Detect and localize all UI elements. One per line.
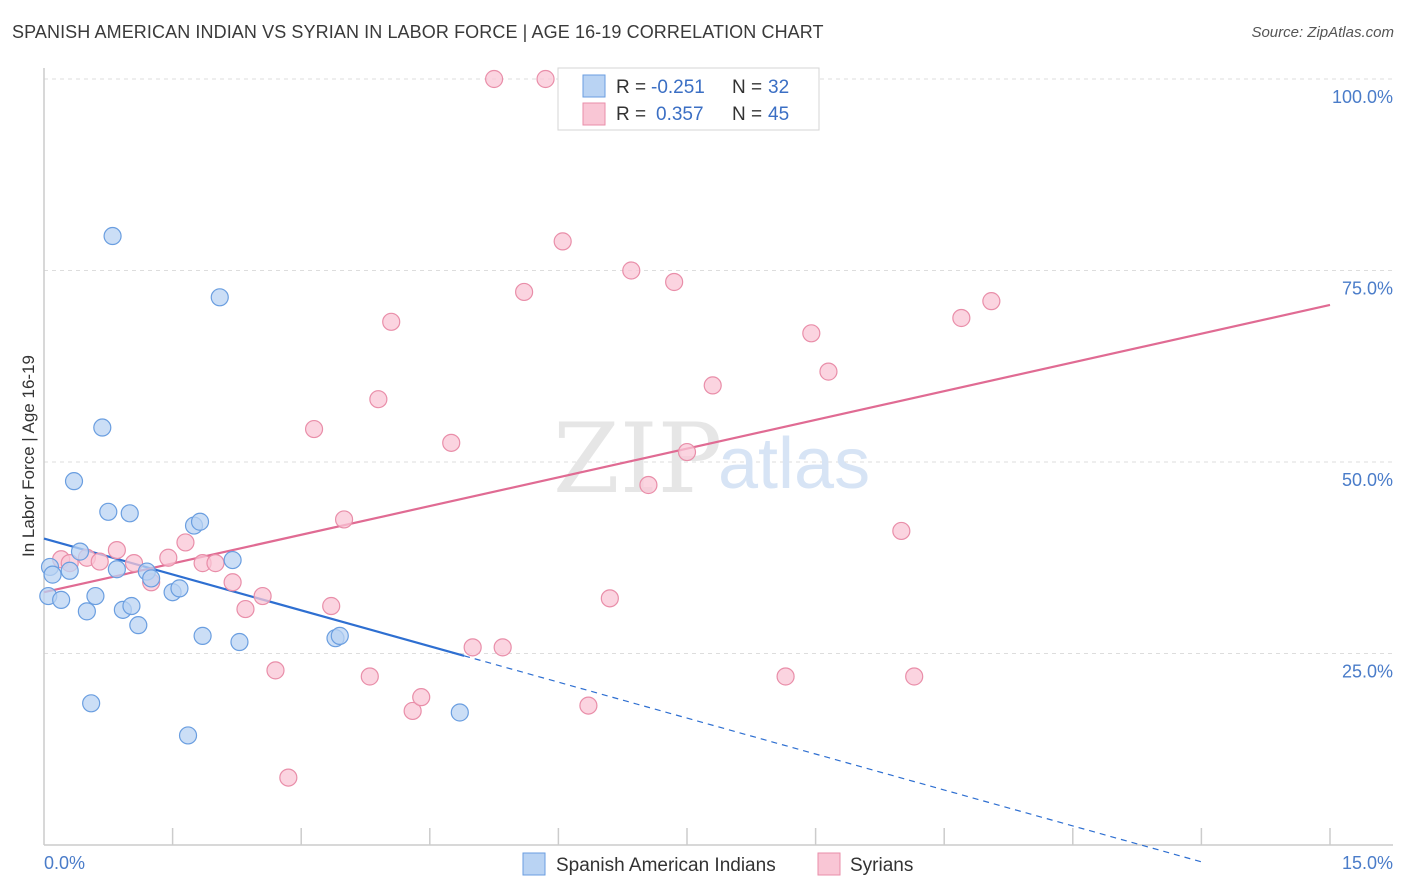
legend-n-value-2: 45	[768, 104, 789, 125]
point-spanish-american-indians-11	[99, 502, 118, 521]
point-spanish-american-indians-2	[43, 565, 62, 584]
x-axis-ticks	[171, 828, 1331, 845]
point-spanish-american-indians-9	[86, 586, 105, 606]
point-syrians-44	[982, 292, 1001, 311]
point-syrians-33	[622, 261, 641, 280]
y-tick-label-100: 100.0%	[1332, 87, 1393, 107]
point-spanish-american-indians-10	[93, 418, 112, 437]
legend-swatch-pink	[582, 102, 606, 126]
point-syrians-40	[819, 362, 838, 381]
legend-swatch-blue	[582, 74, 606, 98]
legend-n-value-1: 32	[768, 77, 789, 98]
legend-r-value-1: -0.251	[651, 77, 705, 98]
chart-title: SPANISH AMERICAN INDIAN VS SYRIAN IN LAB…	[12, 22, 824, 42]
point-syrians-37	[703, 376, 722, 395]
point-syrians-41	[892, 521, 911, 541]
x-tick-label-max: 15.0%	[1342, 853, 1393, 873]
point-syrians-30	[553, 232, 572, 251]
point-syrians-31	[579, 696, 598, 715]
series-legend-label-2: Syrians	[850, 855, 913, 876]
point-syrians-36	[677, 442, 697, 462]
point-syrians-11	[223, 573, 242, 592]
y-axis-label: In Labor Force | Age 16-19	[19, 355, 38, 557]
source-label: Source: ZipAtlas.com	[1251, 24, 1394, 41]
point-spanish-american-indians-25	[193, 626, 212, 645]
point-spanish-american-indians-21	[170, 579, 189, 598]
point-spanish-american-indians-4	[60, 561, 79, 580]
point-spanish-american-indians-17	[129, 616, 148, 635]
series-legend-swatch-pink	[817, 852, 841, 876]
point-syrians-39	[802, 324, 821, 343]
legend-n-label-1: N =	[732, 77, 762, 98]
point-syrians-16	[304, 419, 324, 439]
point-syrians-20	[369, 390, 388, 409]
point-spanish-american-indians-16	[122, 596, 141, 616]
legend-r-label-2: R =	[616, 104, 646, 125]
legend-r-label-1: R =	[616, 77, 646, 98]
point-syrians-13	[253, 586, 272, 606]
watermark-atlas: atlas	[718, 424, 870, 504]
point-spanish-american-indians-13	[107, 560, 126, 579]
point-syrians-19	[360, 667, 379, 686]
point-syrians-12	[236, 599, 255, 619]
point-syrians-27	[493, 638, 512, 657]
point-spanish-american-indians-31	[450, 703, 469, 722]
grid-lines	[44, 78, 1393, 654]
point-syrians-14	[266, 661, 285, 680]
point-syrians-24	[442, 433, 461, 452]
point-spanish-american-indians-3	[52, 590, 71, 609]
x-tick-label-min: 0.0%	[44, 853, 85, 873]
point-spanish-american-indians-24	[190, 512, 210, 531]
point-syrians-34	[639, 475, 658, 495]
point-syrians-5	[124, 554, 144, 573]
point-spanish-american-indians-15	[120, 504, 139, 523]
point-spanish-american-indians-12	[103, 226, 122, 246]
y-tick-label-50: 50.0%	[1342, 470, 1393, 490]
y-tick-label-25: 25.0%	[1342, 662, 1393, 682]
point-syrians-4	[107, 540, 126, 560]
point-syrians-18	[334, 510, 354, 529]
series-legend: Spanish American Indians Syrians	[522, 852, 913, 876]
point-spanish-american-indians-8	[82, 694, 101, 713]
point-syrians-43	[952, 308, 971, 328]
point-syrians-35	[665, 272, 684, 292]
point-spanish-american-indians-7	[77, 602, 96, 621]
point-syrians-17	[322, 596, 341, 616]
point-syrians-32	[600, 589, 619, 608]
point-syrians-7	[159, 548, 178, 567]
point-syrians-3	[90, 552, 109, 571]
correlation-legend: R = -0.251 N = 32 R = 0.357 N = 45	[557, 67, 820, 131]
point-syrians-29	[536, 69, 555, 89]
point-syrians-8	[176, 533, 195, 552]
series-legend-label-1: Spanish American Indians	[556, 855, 776, 876]
point-spanish-american-indians-19	[142, 569, 161, 588]
point-syrians-42	[905, 667, 924, 686]
point-syrians-25	[463, 638, 482, 657]
point-spanish-american-indians-6	[70, 542, 90, 561]
point-syrians-22	[403, 701, 422, 721]
point-syrians-21	[382, 312, 401, 331]
point-spanish-american-indians-28	[230, 632, 249, 652]
trend-line-extension	[463, 655, 1202, 863]
y-tick-label-75: 75.0%	[1342, 279, 1393, 299]
point-syrians-26	[485, 69, 504, 89]
legend-r-value-2: 0.357	[656, 104, 704, 125]
point-spanish-american-indians-30	[330, 626, 349, 645]
point-syrians-38	[776, 667, 795, 686]
data-points	[39, 69, 1001, 787]
point-syrians-10	[206, 554, 225, 573]
point-syrians-15	[279, 768, 298, 787]
point-syrians-23	[412, 688, 431, 707]
point-spanish-american-indians-22	[178, 726, 198, 745]
y-tick-labels: 25.0% 50.0% 75.0% 100.0%	[1332, 87, 1393, 682]
point-spanish-american-indians-27	[223, 550, 242, 570]
point-syrians-28	[515, 282, 534, 302]
legend-n-label-2: N =	[732, 104, 762, 125]
point-spanish-american-indians-5	[64, 472, 84, 491]
series-legend-swatch-blue	[522, 852, 546, 876]
point-spanish-american-indians-26	[210, 288, 229, 307]
